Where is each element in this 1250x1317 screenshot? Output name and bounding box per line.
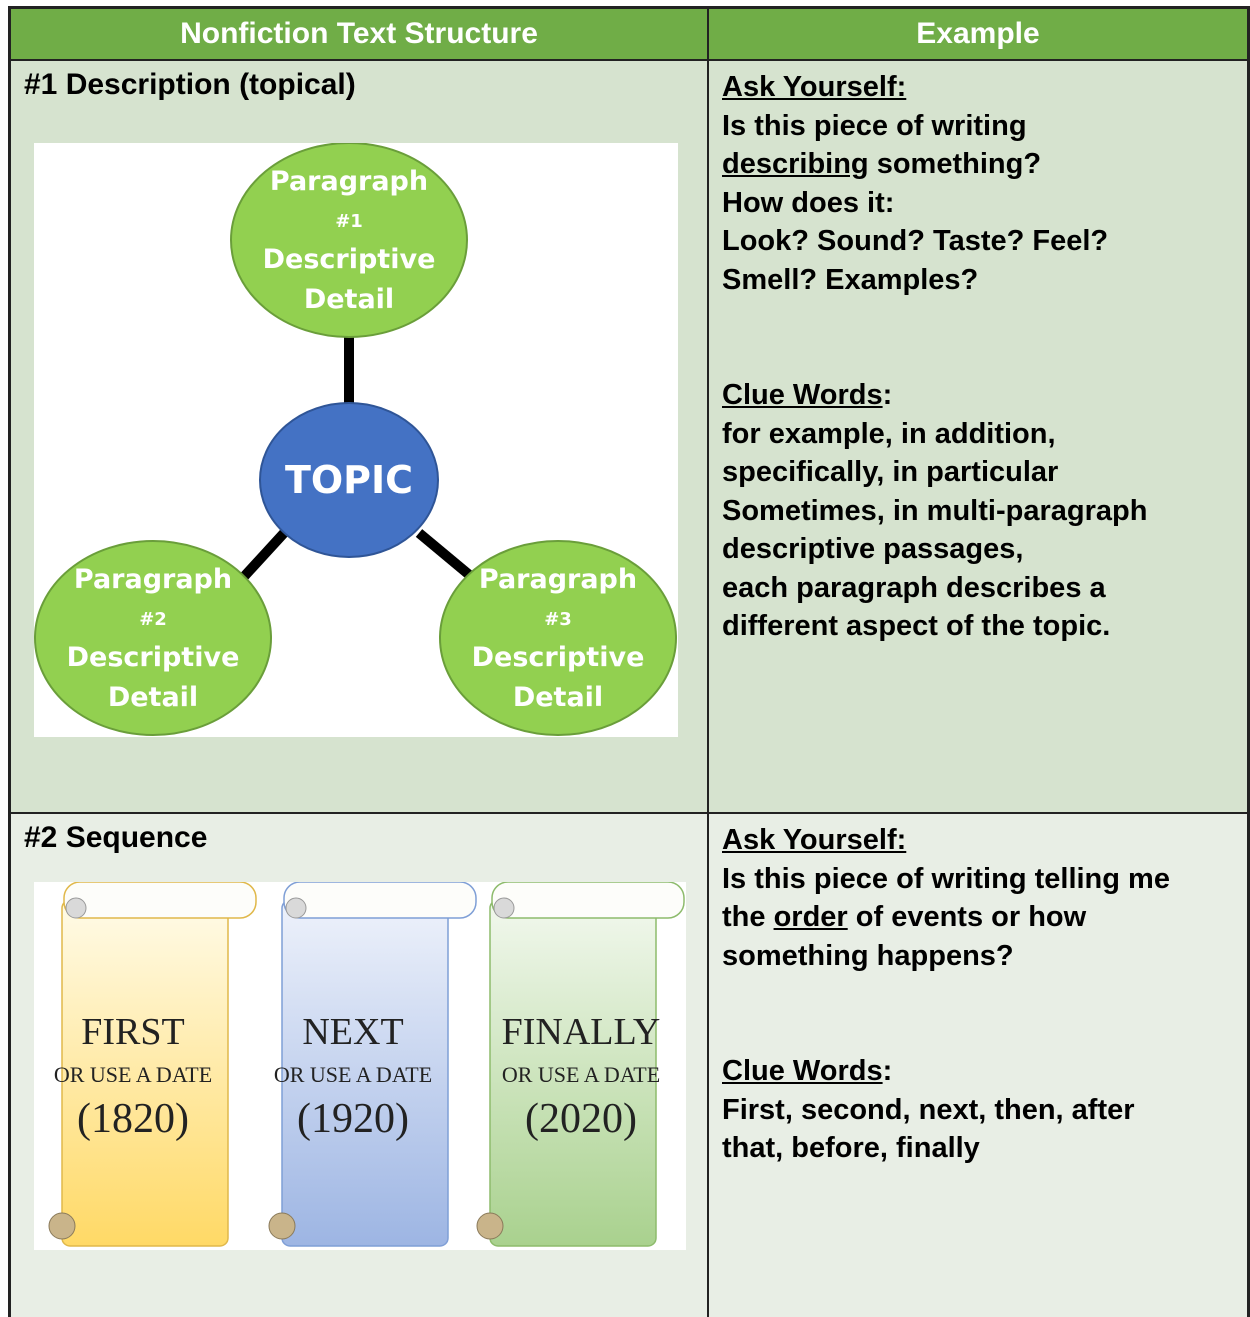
ask-line: How does it: [722, 184, 1247, 223]
scroll-curl [65, 897, 87, 919]
node-circle [439, 540, 677, 736]
ask-line: something happens? [722, 937, 1247, 976]
scroll: FINALLY OR USE A DATE (2020) [476, 882, 685, 1247]
clue-heading: Clue Words: [722, 376, 1247, 415]
ask-line: Look? Sound? Taste? Feel? [722, 222, 1247, 261]
node-circle [230, 143, 468, 338]
scroll-top [491, 882, 685, 919]
node-detail: Descriptive [67, 642, 240, 673]
structure-cell: #2 Sequence FIRST OR USE A DATE (1820) NEXT… [10, 813, 708, 1317]
scroll-word: NEXT [302, 1011, 403, 1053]
structure-cell: #1 Description (topical) Paragraph #1 Desc… [10, 60, 708, 813]
scroll-sub: OR USE A DATE [274, 1062, 432, 1087]
scroll-curl [268, 1212, 296, 1240]
scroll-curl [285, 897, 307, 919]
ask-heading-text: Ask Yourself: [722, 824, 907, 856]
ask-line: Is this piece of writing telling me [722, 860, 1247, 899]
node-circle [34, 540, 272, 736]
scroll-word: FINALLY [502, 1011, 661, 1053]
scroll-word: FIRST [81, 1011, 184, 1053]
ask-line: describing something? [722, 145, 1247, 184]
header-text: Example [916, 17, 1040, 50]
ask-heading-text: Ask Yourself: [722, 71, 907, 103]
node-title: Paragraph [479, 564, 637, 595]
clue-heading-suffix: : [882, 379, 893, 411]
text-segment: order [773, 901, 848, 933]
scroll: FIRST OR USE A DATE (1820) [48, 882, 257, 1247]
scroll-curl [493, 897, 515, 919]
table-border [1247, 6, 1250, 1317]
scroll-date: (1820) [77, 1096, 189, 1142]
clue-heading-suffix: : [882, 1055, 893, 1087]
table-border [8, 6, 11, 1317]
ask-line: the order of events or how [722, 898, 1247, 937]
clue-line: Sometimes, in multi-paragraph [722, 494, 1148, 527]
scroll-top [283, 882, 477, 919]
text-segment: describing [722, 148, 869, 180]
clue-line: for example, in addition, [722, 417, 1056, 450]
text-segment: the [722, 901, 774, 933]
example-cell: Ask Yourself: Is this piece of writing te… [708, 813, 1248, 1317]
text-segment: something? [868, 148, 1042, 180]
node-title: Paragraph [74, 564, 232, 595]
clue-line: each paragraph describes a [722, 571, 1106, 604]
table-border [8, 6, 1250, 9]
scroll-sub: OR USE A DATE [502, 1062, 660, 1087]
text-segment: Smell? Examples? [722, 263, 979, 296]
clue-heading-text: Clue Words [722, 1055, 883, 1087]
ask-heading: Ask Yourself: [722, 821, 1247, 860]
node-title: Paragraph [270, 166, 428, 197]
sequence-diagram: FIRST OR USE A DATE (1820) NEXT OR USE A DAT… [34, 882, 686, 1250]
scroll-date: (1920) [297, 1096, 409, 1142]
ask-heading: Ask Yourself: [722, 68, 1247, 107]
scroll-sub: OR USE A DATE [54, 1062, 212, 1087]
table-border [707, 6, 709, 1317]
clue-line: descriptive passages, [722, 533, 1024, 565]
node-detail: Descriptive [472, 642, 645, 673]
scroll-top [63, 882, 257, 919]
node-number: #2 [139, 609, 167, 630]
text-segment: of events or how [847, 901, 1087, 933]
text-segment: Is this piece of writing telling me [722, 862, 1170, 895]
scroll-curl [476, 1212, 504, 1240]
example-text: Ask Yourself: Is this piece of writing te… [722, 821, 1247, 1168]
node-detail: Detail [108, 682, 198, 713]
text-segment: How does it: [722, 186, 895, 219]
topic-circle [259, 402, 439, 558]
clue-line: specifically, in particular [722, 456, 1059, 488]
text-segment: Is this piece of writing [722, 109, 1027, 142]
header-cell: Nonfiction Text Structure [10, 8, 708, 60]
node-detail: Detail [513, 682, 603, 713]
clue-heading-text: Clue Words [722, 379, 883, 411]
node-detail: Detail [304, 284, 394, 315]
structure-title: #2 Sequence [24, 821, 208, 854]
structure-title: #1 Description (topical) [24, 68, 356, 101]
node-number: #1 [335, 211, 363, 232]
clue-line: First, second, next, then, after [722, 1093, 1135, 1126]
header-text: Nonfiction Text Structure [180, 17, 538, 50]
node-number: #3 [544, 609, 572, 630]
node-detail: Descriptive [263, 244, 436, 275]
description-diagram: Paragraph #1 Descriptive Detail Paragraph #2 D… [34, 143, 678, 737]
example-text: Ask Yourself: Is this piece of writing des… [722, 68, 1247, 646]
clue-heading: Clue Words: [722, 1052, 1247, 1091]
table-border [8, 59, 1250, 61]
scroll-curl [48, 1212, 76, 1240]
clue-line: that, before, finally [722, 1132, 980, 1164]
table-border [8, 812, 1250, 814]
scroll: NEXT OR USE A DATE (1920) [268, 882, 477, 1247]
ask-line: Smell? Examples? [722, 261, 1247, 300]
header-cell: Example [708, 8, 1248, 60]
clue-line: different aspect of the topic. [722, 610, 1111, 642]
text-segment: something happens? [722, 939, 1014, 972]
scroll-date: (2020) [525, 1096, 637, 1142]
example-cell: Ask Yourself: Is this piece of writing des… [708, 60, 1248, 813]
ask-line: Is this piece of writing [722, 107, 1247, 146]
text-segment: Look? Sound? Taste? Feel? [722, 225, 1109, 257]
topic-label: TOPIC [285, 458, 413, 502]
